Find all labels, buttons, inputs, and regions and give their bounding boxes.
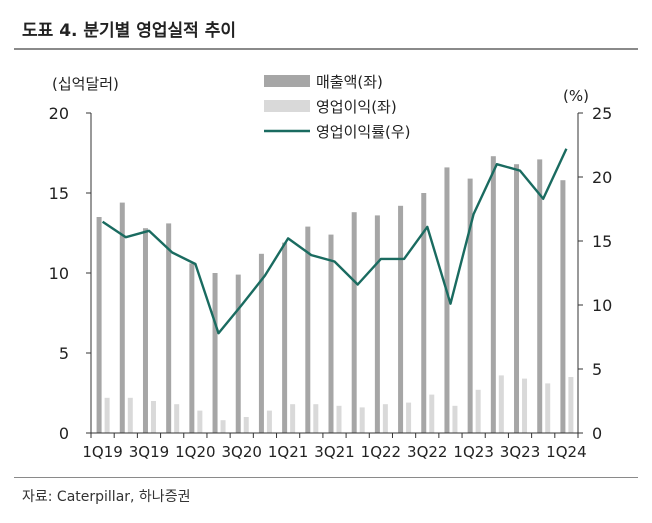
- axes-layer: 0 5 10 15 20 0 5 10 15 20 25 1Q19 3Q19 1Q20 3Q20 1Q21 3Q…: [49, 75, 613, 461]
- legend-label-operating-profit: 영업이익(좌): [316, 98, 397, 116]
- operating-profit-bar: [290, 404, 296, 433]
- revenue-bar: [282, 242, 288, 433]
- legend-label-revenue: 매출액(좌): [316, 73, 383, 91]
- x-axis-tick-label: 1Q24: [546, 443, 586, 461]
- top-divider: [14, 48, 638, 50]
- left-axis-tick-label: 10: [49, 264, 69, 283]
- revenue-bar: [421, 193, 427, 433]
- revenue-bar: [514, 164, 520, 433]
- right-axis-tick-label: 10: [592, 296, 612, 315]
- operating-profit-bar: [475, 389, 481, 433]
- right-axis-tick-label: 0: [592, 424, 602, 443]
- line-layer: [101, 148, 568, 335]
- legend-label-margin: 영업이익률(우): [316, 123, 411, 141]
- revenue-bar: [490, 156, 496, 433]
- operating-profit-bar: [359, 407, 365, 433]
- operating-profit-bar: [382, 404, 388, 433]
- left-axis-tick-label: 20: [49, 104, 69, 123]
- x-axis-tick-label: 3Q23: [500, 443, 540, 461]
- operating-profit-bar: [104, 397, 110, 433]
- operating-profit-bar: [266, 410, 272, 433]
- revenue-bar: [328, 234, 334, 433]
- revenue-bar: [560, 180, 566, 433]
- x-axis-tick-label: 1Q23: [453, 443, 493, 461]
- operating-profit-bar: [452, 405, 458, 433]
- revenue-bar: [537, 159, 543, 433]
- legend-swatch-revenue: [264, 75, 310, 87]
- revenue-bar: [258, 253, 264, 433]
- revenue-bar: [96, 217, 102, 433]
- legend: 매출액(좌) 영업이익(좌) 영업이익률(우): [264, 73, 411, 141]
- right-axis-label: (%): [563, 87, 589, 105]
- operating-profit-bar: [568, 377, 574, 433]
- operating-profit-bar: [174, 404, 180, 433]
- revenue-bar: [374, 215, 380, 433]
- revenue-bar: [444, 167, 450, 433]
- page-title: 도표 4. 분기별 영업실적 추이: [22, 21, 237, 41]
- legend-swatch-operating-profit: [264, 100, 310, 112]
- revenue-bar: [235, 274, 241, 433]
- right-axis-tick-label: 25: [592, 104, 612, 123]
- x-axis-tick-label: 1Q20: [175, 443, 215, 461]
- operating-profit-bar: [498, 375, 504, 433]
- left-axis-tick-label: 0: [59, 424, 69, 443]
- chart-area: 0 5 10 15 20 0 5 10 15 20 25 1Q19 3Q19 1Q20 3Q20 1Q21 3Q…: [49, 73, 613, 461]
- left-axis-tick-label: 5: [59, 344, 69, 363]
- x-axis-tick-label: 1Q21: [268, 443, 308, 461]
- right-axis-tick-label: 5: [592, 360, 602, 379]
- operating-profit-bar: [336, 405, 342, 433]
- x-axis-tick-label: 3Q22: [407, 443, 447, 461]
- bottom-divider: [14, 477, 638, 478]
- revenue-bar: [189, 263, 195, 433]
- revenue-bar: [305, 226, 311, 433]
- x-axis-tick-label: 3Q21: [314, 443, 354, 461]
- x-axis-tick-label: 1Q22: [361, 443, 401, 461]
- source-note: 자료: Caterpillar, 하나증권: [22, 489, 191, 505]
- operating-profit-bar: [243, 417, 249, 433]
- operating-profit-bar: [429, 394, 435, 433]
- x-axis-tick-label: 1Q19: [82, 443, 122, 461]
- operating-profit-bar: [522, 378, 528, 433]
- revenue-bar: [119, 202, 125, 433]
- x-axis-tick-label: 3Q19: [129, 443, 169, 461]
- revenue-bar: [351, 212, 357, 433]
- right-axis-tick-label: 20: [592, 168, 612, 187]
- revenue-bar: [467, 178, 473, 433]
- revenue-bar: [166, 223, 172, 433]
- revenue-bar: [398, 205, 404, 433]
- operating-profit-bar: [313, 404, 319, 433]
- operating-profit-bar: [127, 397, 133, 433]
- revenue-bar: [142, 228, 148, 433]
- revenue-bar: [212, 273, 218, 433]
- right-axis-tick-label: 15: [592, 232, 612, 251]
- x-axis-tick-label: 3Q20: [222, 443, 262, 461]
- bars-layer: [96, 156, 574, 433]
- operating-profit-bar: [545, 383, 551, 433]
- left-axis-label: (십억달러): [52, 75, 119, 93]
- operating-profit-bar: [220, 420, 226, 433]
- operating-profit-bar: [406, 402, 412, 433]
- left-axis-tick-label: 15: [49, 184, 69, 203]
- operating-profit-bar: [150, 401, 156, 433]
- operating-profit-bar: [197, 410, 203, 433]
- margin-line: [101, 148, 568, 335]
